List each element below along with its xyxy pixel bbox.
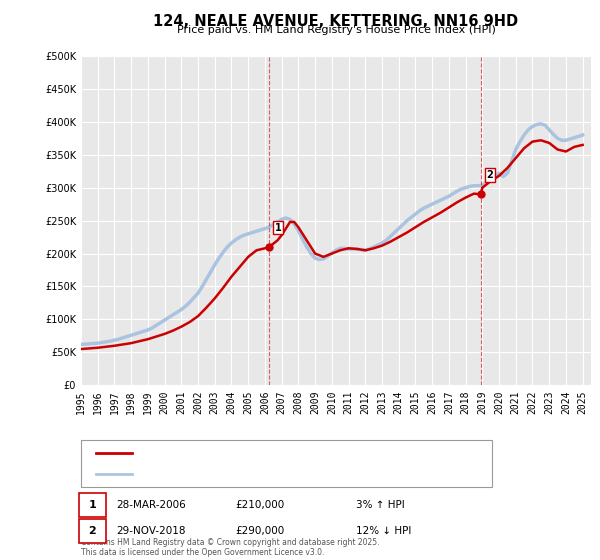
Text: HPI: Average price, detached house, North Northamptonshire: HPI: Average price, detached house, Nort…: [141, 469, 442, 479]
Text: £210,000: £210,000: [236, 500, 285, 510]
Text: 28-MAR-2006: 28-MAR-2006: [116, 500, 185, 510]
Text: 124, NEALE AVENUE, KETTERING, NN16 9HD: 124, NEALE AVENUE, KETTERING, NN16 9HD: [154, 14, 518, 29]
Text: 29-NOV-2018: 29-NOV-2018: [116, 526, 185, 536]
Text: Contains HM Land Registry data © Crown copyright and database right 2025.
This d: Contains HM Land Registry data © Crown c…: [81, 538, 380, 557]
Text: 12% ↓ HPI: 12% ↓ HPI: [356, 526, 411, 536]
Text: 2: 2: [89, 526, 96, 536]
Text: 2: 2: [487, 170, 493, 180]
Text: 1: 1: [89, 500, 96, 510]
Text: Price paid vs. HM Land Registry's House Price Index (HPI): Price paid vs. HM Land Registry's House …: [176, 25, 496, 35]
Text: 124, NEALE AVENUE, KETTERING, NN16 9HD (detached house): 124, NEALE AVENUE, KETTERING, NN16 9HD (…: [141, 448, 448, 458]
Text: 3% ↑ HPI: 3% ↑ HPI: [356, 500, 404, 510]
Text: 1: 1: [275, 222, 281, 232]
Text: £290,000: £290,000: [236, 526, 285, 536]
